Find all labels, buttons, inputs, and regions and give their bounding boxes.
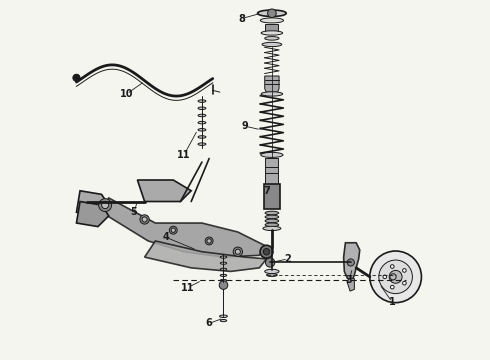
- Circle shape: [389, 270, 402, 283]
- Ellipse shape: [261, 92, 283, 96]
- Circle shape: [233, 247, 243, 256]
- Circle shape: [403, 282, 406, 285]
- Circle shape: [383, 275, 387, 279]
- Circle shape: [260, 245, 273, 258]
- Circle shape: [379, 260, 413, 294]
- Polygon shape: [266, 24, 278, 31]
- Ellipse shape: [220, 268, 227, 270]
- Ellipse shape: [198, 129, 206, 131]
- Circle shape: [403, 269, 406, 272]
- Text: 1: 1: [389, 297, 395, 307]
- Ellipse shape: [220, 315, 227, 318]
- Text: 7: 7: [263, 186, 270, 196]
- Polygon shape: [264, 184, 280, 209]
- Circle shape: [101, 202, 109, 209]
- Polygon shape: [266, 158, 278, 184]
- Ellipse shape: [262, 42, 282, 46]
- Circle shape: [98, 199, 112, 212]
- Ellipse shape: [220, 319, 227, 321]
- Text: 8: 8: [238, 14, 245, 24]
- Ellipse shape: [265, 269, 279, 274]
- Ellipse shape: [220, 279, 227, 282]
- Polygon shape: [347, 279, 354, 291]
- Circle shape: [266, 258, 275, 267]
- Ellipse shape: [260, 18, 284, 23]
- Ellipse shape: [261, 31, 283, 35]
- Ellipse shape: [198, 107, 206, 109]
- Ellipse shape: [198, 121, 206, 124]
- Ellipse shape: [198, 143, 206, 145]
- Polygon shape: [76, 191, 109, 216]
- Polygon shape: [343, 243, 360, 280]
- Polygon shape: [76, 202, 109, 226]
- Ellipse shape: [258, 10, 286, 17]
- Polygon shape: [101, 198, 267, 257]
- Text: 3: 3: [345, 275, 352, 285]
- Polygon shape: [265, 76, 279, 92]
- Text: 9: 9: [242, 121, 248, 131]
- Circle shape: [207, 239, 211, 243]
- Circle shape: [263, 248, 270, 255]
- Circle shape: [170, 226, 177, 234]
- Ellipse shape: [198, 100, 206, 102]
- Circle shape: [390, 274, 396, 280]
- Ellipse shape: [261, 152, 283, 157]
- Text: 2: 2: [285, 254, 292, 264]
- Ellipse shape: [265, 223, 279, 226]
- Circle shape: [235, 249, 241, 254]
- Polygon shape: [137, 180, 191, 202]
- Text: 4: 4: [163, 232, 170, 242]
- Ellipse shape: [267, 274, 277, 276]
- Circle shape: [142, 217, 147, 222]
- Ellipse shape: [220, 256, 227, 258]
- Circle shape: [347, 259, 354, 266]
- Ellipse shape: [265, 219, 279, 223]
- Polygon shape: [145, 241, 267, 271]
- Ellipse shape: [265, 211, 279, 215]
- Text: 11: 11: [177, 150, 191, 160]
- Ellipse shape: [220, 274, 227, 276]
- Ellipse shape: [265, 37, 279, 40]
- Text: 6: 6: [206, 319, 213, 328]
- Circle shape: [268, 9, 276, 18]
- Ellipse shape: [198, 136, 206, 138]
- Text: 11: 11: [181, 283, 195, 293]
- Circle shape: [205, 237, 213, 245]
- Text: 10: 10: [120, 89, 133, 99]
- Circle shape: [73, 74, 80, 81]
- Circle shape: [140, 215, 149, 224]
- Ellipse shape: [220, 262, 227, 264]
- Circle shape: [370, 251, 421, 303]
- Ellipse shape: [198, 114, 206, 117]
- Ellipse shape: [265, 215, 279, 219]
- Circle shape: [391, 285, 394, 289]
- Ellipse shape: [263, 226, 281, 230]
- Circle shape: [219, 281, 228, 289]
- Circle shape: [171, 228, 175, 232]
- Text: 5: 5: [130, 207, 137, 217]
- Circle shape: [391, 265, 394, 268]
